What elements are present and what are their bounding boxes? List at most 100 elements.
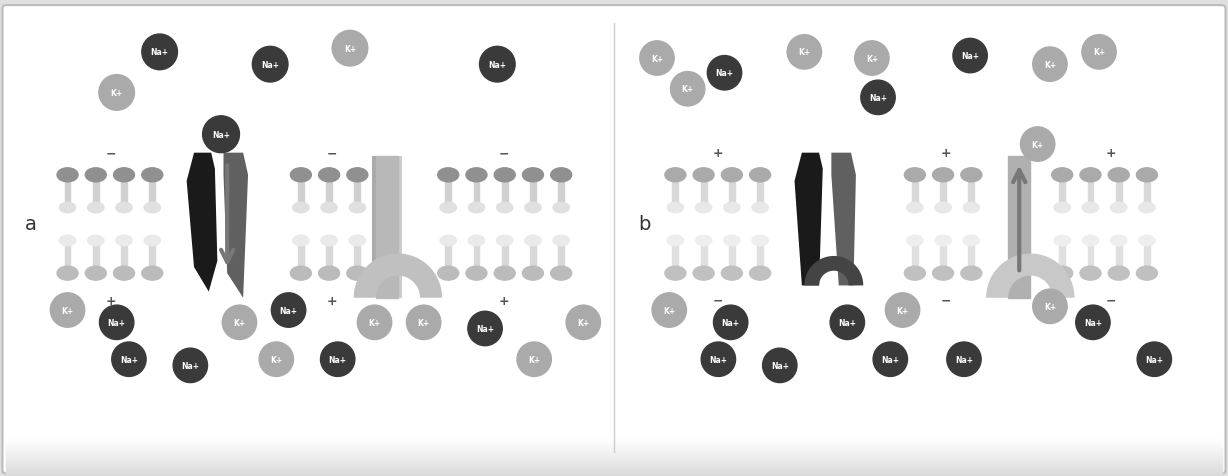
- Ellipse shape: [496, 203, 513, 213]
- Ellipse shape: [932, 267, 954, 280]
- Bar: [327, 241, 332, 274]
- Circle shape: [332, 31, 368, 67]
- Bar: [1144, 241, 1149, 274]
- Ellipse shape: [935, 236, 952, 246]
- Bar: [1060, 241, 1065, 274]
- Ellipse shape: [1110, 203, 1127, 213]
- Ellipse shape: [553, 203, 570, 213]
- Text: K+: K+: [368, 318, 381, 327]
- Ellipse shape: [749, 169, 771, 182]
- Bar: [355, 241, 360, 274]
- Text: K+: K+: [651, 54, 663, 63]
- Text: +: +: [499, 294, 508, 307]
- Text: +: +: [327, 294, 336, 307]
- Text: K+: K+: [1032, 140, 1044, 149]
- Ellipse shape: [318, 169, 340, 182]
- Text: K+: K+: [798, 48, 810, 57]
- Circle shape: [640, 42, 674, 76]
- Ellipse shape: [723, 236, 740, 246]
- Bar: [1088, 176, 1093, 208]
- Ellipse shape: [1051, 169, 1073, 182]
- Ellipse shape: [524, 236, 542, 246]
- Bar: [912, 176, 917, 208]
- Ellipse shape: [1138, 203, 1156, 213]
- Circle shape: [142, 35, 178, 70]
- Ellipse shape: [553, 236, 570, 246]
- Ellipse shape: [1079, 169, 1102, 182]
- Ellipse shape: [752, 203, 769, 213]
- Ellipse shape: [290, 169, 312, 182]
- Circle shape: [885, 293, 920, 327]
- Ellipse shape: [290, 267, 312, 280]
- Circle shape: [50, 293, 85, 327]
- Text: Na+: Na+: [108, 318, 125, 327]
- Circle shape: [480, 47, 516, 83]
- Bar: [298, 176, 303, 208]
- Text: Na+: Na+: [280, 306, 297, 315]
- Polygon shape: [398, 157, 402, 298]
- Circle shape: [787, 36, 822, 70]
- Ellipse shape: [906, 203, 923, 213]
- Text: Na+: Na+: [710, 355, 727, 364]
- Ellipse shape: [550, 267, 572, 280]
- Ellipse shape: [960, 267, 982, 280]
- Text: +: +: [941, 147, 950, 160]
- Ellipse shape: [1054, 203, 1071, 213]
- Ellipse shape: [550, 169, 572, 182]
- Polygon shape: [223, 153, 248, 298]
- Bar: [446, 241, 451, 274]
- Polygon shape: [831, 153, 856, 286]
- Ellipse shape: [721, 267, 743, 280]
- Circle shape: [468, 312, 502, 346]
- Text: −: −: [327, 147, 336, 160]
- Circle shape: [1076, 306, 1110, 340]
- Circle shape: [707, 57, 742, 91]
- Ellipse shape: [59, 203, 76, 213]
- Text: b: b: [639, 215, 651, 234]
- Ellipse shape: [321, 236, 338, 246]
- Ellipse shape: [667, 203, 684, 213]
- Ellipse shape: [1136, 169, 1158, 182]
- Ellipse shape: [292, 203, 309, 213]
- Text: a: a: [25, 215, 37, 234]
- Text: Na+: Na+: [869, 94, 887, 103]
- Text: Na+: Na+: [476, 324, 494, 333]
- Circle shape: [953, 39, 987, 74]
- Text: K+: K+: [663, 306, 675, 315]
- Ellipse shape: [437, 169, 459, 182]
- Text: Na+: Na+: [839, 318, 856, 327]
- Polygon shape: [187, 153, 217, 292]
- Text: Na+: Na+: [882, 355, 899, 364]
- Bar: [93, 176, 98, 208]
- Ellipse shape: [115, 236, 133, 246]
- PathPatch shape: [354, 254, 442, 298]
- Bar: [446, 176, 451, 208]
- Ellipse shape: [1108, 267, 1130, 280]
- Text: K+: K+: [682, 85, 694, 94]
- Circle shape: [873, 342, 907, 377]
- Ellipse shape: [115, 203, 133, 213]
- Circle shape: [861, 81, 895, 115]
- Circle shape: [173, 348, 208, 383]
- Ellipse shape: [59, 236, 76, 246]
- Ellipse shape: [113, 267, 135, 280]
- Circle shape: [271, 293, 306, 327]
- Circle shape: [517, 342, 551, 377]
- Ellipse shape: [1051, 267, 1073, 280]
- Text: K+: K+: [866, 54, 878, 63]
- Bar: [1088, 241, 1093, 274]
- Circle shape: [566, 306, 600, 340]
- Text: K+: K+: [61, 306, 74, 315]
- Bar: [673, 176, 678, 208]
- Bar: [474, 176, 479, 208]
- Ellipse shape: [346, 169, 368, 182]
- Bar: [941, 176, 946, 208]
- Bar: [65, 176, 70, 208]
- Text: K+: K+: [111, 89, 123, 98]
- Ellipse shape: [468, 236, 485, 246]
- Circle shape: [1137, 342, 1172, 377]
- Circle shape: [670, 72, 705, 107]
- Circle shape: [99, 76, 135, 111]
- Text: +: +: [1106, 147, 1116, 160]
- Text: Na+: Na+: [120, 355, 138, 364]
